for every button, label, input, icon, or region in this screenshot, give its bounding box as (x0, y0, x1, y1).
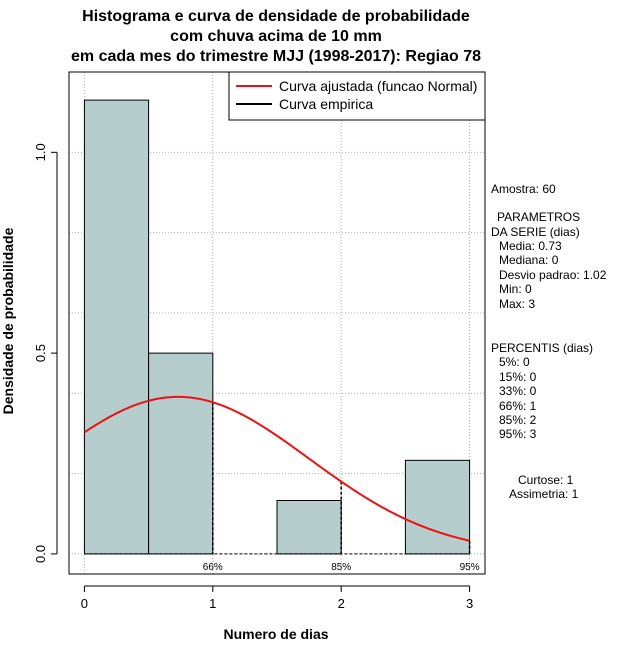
normal-curve-line (83, 395, 470, 542)
stat-min: Min: 0 (499, 282, 532, 296)
histogram-bar-3 (276, 500, 342, 555)
stat-p95: 95%: 3 (499, 427, 537, 441)
chart-title-line-3: em cada mes do trimestre MJJ (1998-2017)… (71, 48, 481, 65)
stat-media: Media: 0.73 (499, 239, 562, 253)
histogram-bar-5 (404, 459, 471, 555)
x-axis-label: Numero de dias (223, 626, 328, 642)
percentile-markers: 66% 85% 95% (84, 402, 480, 573)
y-tick-label-0: 0.0 (33, 545, 48, 563)
stat-mediana: Mediana: 0 (499, 253, 559, 267)
stat-curtose: Curtose: 1 (518, 473, 574, 487)
legend-box (228, 71, 486, 121)
stat-p5: 5%: 0 (499, 355, 530, 369)
stat-max: Max: 3 (499, 297, 535, 311)
x-tick-label-0: 0 (81, 596, 88, 611)
y-tick-label-2: 1.0 (33, 143, 48, 161)
percentile-label-1: 85% (331, 562, 351, 573)
stat-parametros-subtitle: DA SERIE (dias) (491, 225, 580, 239)
legend-label-empirical: Curva empirica (279, 96, 373, 112)
x-tick-label-1: 1 (209, 596, 216, 611)
x-tick-label-3: 3 (466, 596, 473, 611)
stat-amostra: Amostra: 60 (491, 182, 556, 196)
stat-p85: 85%: 2 (499, 413, 537, 427)
stat-p15: 15%: 0 (499, 370, 537, 384)
histogram-bars (83, 99, 471, 555)
normal-curve-group (83, 395, 470, 542)
percentile-label-2: 95% (460, 562, 480, 573)
histogram-bar-1 (148, 352, 214, 555)
stat-desvio: Desvio padrao: 1.02 (499, 268, 607, 282)
legend: Curva ajustada (funcao Normal) Curva emp… (228, 71, 486, 121)
x-tick-label-2: 2 (338, 596, 345, 611)
statistics-panel: Amostra: 60 PARAMETROS DA SERIE (dias) M… (491, 182, 607, 501)
y-axis: 0.0 0.5 1.0 (33, 143, 58, 563)
legend-label-normal: Curva ajustada (funcao Normal) (279, 78, 477, 94)
stat-p33: 33%: 0 (499, 384, 537, 398)
stat-parametros-title: PARAMETROS (497, 210, 580, 224)
stat-percentis-title: PERCENTIS (dias) (491, 341, 593, 355)
x-axis: 0 1 2 3 (81, 585, 473, 611)
percentile-label-0: 66% (203, 562, 223, 573)
stat-p66: 66%: 1 (499, 399, 537, 413)
y-tick-label-1: 0.5 (33, 344, 48, 362)
chart-title-line-1: Histograma e curva de densidade de proba… (82, 8, 470, 25)
stat-assimetria: Assimetria: 1 (509, 487, 579, 501)
y-axis-label: Densidade de probabilidade (0, 227, 16, 414)
chart-title-line-2: com chuva acima de 10 mm (170, 28, 382, 45)
histogram-bar-0 (83, 99, 150, 555)
